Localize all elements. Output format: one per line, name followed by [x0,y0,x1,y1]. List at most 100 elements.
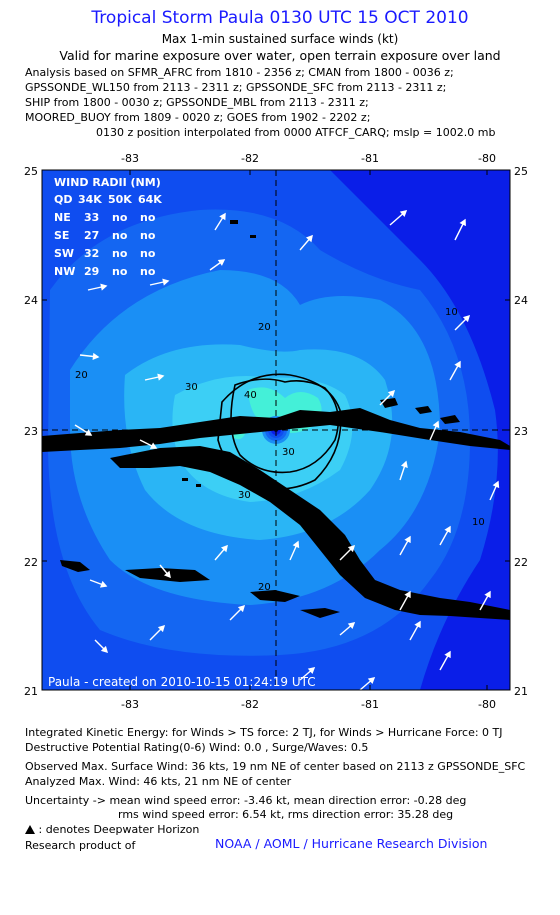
wind-vectors [74,210,500,690]
wind-arrow-head [163,570,171,579]
deepwater-horizon-icon [25,825,35,834]
analyzed-line: Analyzed Max. Wind: 46 kts, 21 nm NE of … [25,775,292,788]
wind-arrow-head [462,314,471,323]
contour-label: 10 [472,517,485,528]
wind-arrow-head [217,259,226,266]
wind-radii-col-qd: QD [54,193,72,206]
lon-tick-bottom-83: -83 [121,698,139,710]
wind-radii-nw-34k: 29 [84,265,99,278]
wind-arrow-head [92,352,100,360]
noaa-link[interactable]: NOAA / AOML / Hurricane Research Divisio… [215,836,488,851]
analysis-line-1: Analysis based on SFMR_AFRC from 1810 - … [25,66,454,79]
wind-radii-se-50k: no [112,229,128,242]
lat-tick-right-24: 24 [514,294,528,307]
wind-radii-col-64k: 64K [138,193,162,206]
analysis-line-3: SHIP from 1800 - 0030 z; GPSSONDE_MBL fr… [25,96,369,109]
wind-radii-nw-64k: no [140,265,156,278]
wind-arrow-head [220,544,228,553]
lat-tick-left-23: 23 [24,425,38,438]
wind-radii-sw-34k: 32 [84,247,99,260]
wind-radii-title: WIND RADII (NM) [54,176,161,189]
contour-label: 20 [258,322,271,333]
wind-radii-ne-64k: no [140,211,156,224]
wind-arrow-head [157,624,166,633]
wind-arrow-head [100,283,108,291]
deepwater-text: : denotes Deepwater Horizon [38,823,200,836]
tick-marks [42,170,510,690]
wind-map: 10 20 20 20 20 30 30 30 40 10 WIND RADII (NM) QD … [24,152,528,710]
subtitle-exposure: Valid for marine exposure over water, op… [59,48,501,63]
destructive-line: Destructive Potential Rating(0-6) Wind: … [25,741,369,754]
wind-arrow-head [432,420,440,429]
wind-arrow-head [149,442,158,449]
axis-labels: -83 -82 -81 -80 -83 -82 -81 -80 25 24 23… [24,152,528,710]
wind-field: 10 20 20 20 20 30 30 30 40 10 WIND RADII (NM) QD … [42,170,510,690]
contour-label: 20 [75,370,88,381]
wind-arrow-head [305,234,313,243]
wind-radii-ne-50k: no [112,211,128,224]
uncertainty-line-1: Uncertainty -> mean wind speed error: -3… [25,794,467,807]
lon-tick-bottom-80: -80 [478,698,496,710]
contour-label: 30 [238,490,251,501]
contour-label: 30 [185,382,198,393]
lat-tick-left-24: 24 [24,294,38,307]
lat-tick-right-25: 25 [514,165,528,178]
wind-arrow-head [292,540,300,549]
center-crosshair [42,170,510,690]
lat-tick-right-21: 21 [514,685,528,698]
lon-tick-top-83: -83 [121,152,139,165]
wind-radii-table: WIND RADII (NM) QD 34K 50K 64K NE 33 no … [54,176,162,278]
wind-arrow-head [157,373,165,381]
lon-tick-top-80: -80 [478,152,496,165]
observed-line: Observed Max. Surface Wind: 36 kts, 19 n… [25,760,526,773]
contour-label: 40 [244,390,257,401]
contour-label: 20 [258,582,271,593]
wind-arrow-head [84,429,93,436]
wind-arrow-head [347,544,356,553]
wind-arrow-head [454,360,461,369]
wind-radii-sw-50k: no [112,247,128,260]
lat-tick-right-23: 23 [514,425,528,438]
wind-radii-se-64k: no [140,229,156,242]
contour-labels: 10 20 20 20 20 30 30 30 40 10 [75,307,485,593]
wind-arrow-head [99,580,108,588]
wind-radii-sw-label: SW [54,247,74,260]
lat-tick-left-25: 25 [24,165,38,178]
wind-arrow-head [444,650,451,659]
research-label: Research product of [25,839,136,852]
wind-arrow-head [459,218,466,227]
lat-tick-left-22: 22 [24,556,38,569]
contour-label: 30 [282,447,295,458]
wind-radii-ne-34k: 33 [84,211,99,224]
wind-arrow-head [307,667,316,675]
map-title: Tropical Storm Paula 0130 UTC 15 OCT 201… [91,8,469,28]
lon-tick-bottom-81: -81 [361,698,379,710]
created-label: Paula - created on 2010-10-15 01:24:19 U… [48,675,316,689]
wind-radii-se-label: SE [54,229,69,242]
deepwater-legend: : denotes Deepwater Horizon [25,823,199,836]
wind-arrow-head [400,460,408,468]
wind-radii-nw-50k: no [112,265,128,278]
wind-radii-col-34k: 34K [78,193,102,206]
subtitle-winds: Max 1-min sustained surface winds (kt) [161,32,399,46]
lat-tick-left-21: 21 [24,685,38,698]
contour-label: 20 [386,422,399,433]
wind-arrow-head [347,622,356,630]
wind-radii-se-34k: 27 [84,229,99,242]
contour-label: 10 [445,307,458,318]
wind-radii-nw-label: NW [54,265,75,278]
wind-arrow-head [367,677,376,685]
wind-arrow-head [100,645,109,654]
wind-radii-col-50k: 50K [108,193,132,206]
analysis-line-4: MOORED_BUOY from 1809 - 0020 z; GOES fro… [25,111,371,124]
lon-tick-top-81: -81 [361,152,379,165]
position-note: 0130 z position interpolated from 0000 A… [96,126,496,139]
wind-arrow-head [492,480,500,489]
wind-arrow-head [399,210,408,218]
wind-arrow-head [484,590,491,599]
lon-tick-bottom-82: -82 [241,698,259,710]
wind-arrow-head [219,212,226,221]
wind-arrow-head [414,620,421,629]
ike-line: Integrated Kinetic Energy: for Winds > T… [25,726,503,739]
wind-arrow-head [404,590,411,599]
